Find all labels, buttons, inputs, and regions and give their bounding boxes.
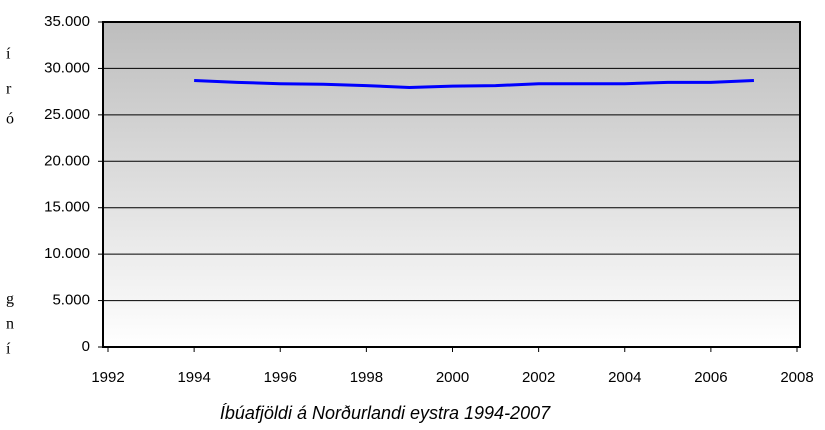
plot-area (103, 22, 800, 347)
margin-fragment: ó (6, 111, 14, 128)
y-tick-label: 35.000 (44, 13, 90, 30)
margin-fragment: g (6, 291, 14, 308)
margin-fragment: í (6, 46, 11, 63)
y-tick-label: 5.000 (52, 292, 90, 309)
x-tick-label: 1992 (91, 369, 124, 386)
x-tick-label: 1998 (350, 369, 383, 386)
y-tick-label: 15.000 (44, 199, 90, 216)
x-tick-label: 2000 (436, 369, 469, 386)
y-tick-label: 20.000 (44, 152, 90, 169)
y-tick-label: 10.000 (44, 245, 90, 262)
x-tick-label: 1996 (264, 369, 297, 386)
y-tick-label: 0 (82, 338, 90, 355)
margin-fragment: í (6, 341, 11, 358)
data-line (194, 79, 755, 89)
y-tick-label: 25.000 (44, 106, 90, 123)
x-tick-label: 2002 (522, 369, 555, 386)
x-tick-label: 2006 (694, 369, 727, 386)
chart-title: Íbúafjöldi á Norðurlandi eystra 1994-200… (220, 403, 551, 423)
x-tick-label: 2004 (608, 369, 641, 386)
plot-border (102, 21, 801, 348)
y-tick-label: 30.000 (44, 59, 90, 76)
x-tick-label: 2008 (780, 369, 813, 386)
margin-fragment: r (6, 81, 12, 98)
margin-fragment: n (6, 316, 14, 333)
x-tick-label: 1994 (177, 369, 210, 386)
